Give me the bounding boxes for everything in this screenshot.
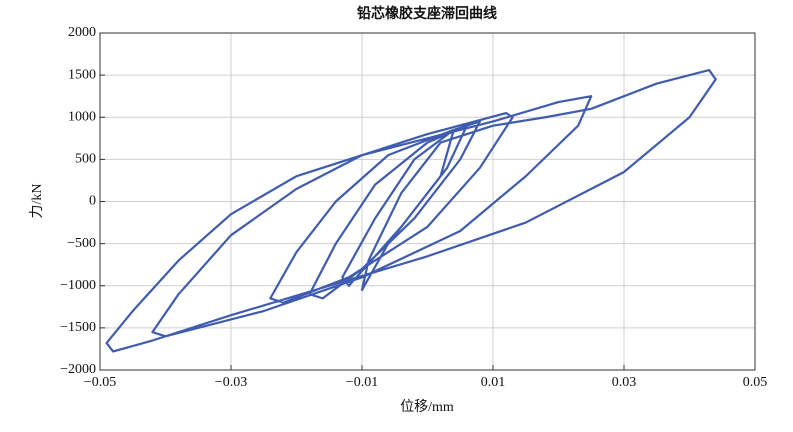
hysteresis-curve [105,68,717,353]
y-tick-label: 2000 [68,25,96,40]
y-tick-label: 500 [75,152,96,167]
y-tick-label: −500 [67,236,96,251]
x-tick-label: 0.01 [481,375,506,390]
y-tick-label: 1000 [68,109,96,124]
chart-title: 铅芯橡胶支座滞回曲线 [356,5,497,22]
y-tick-label: −2000 [60,362,96,377]
y-tick-label: −1000 [60,278,96,293]
x-tick-label: −0.03 [215,375,247,390]
x-tick-label: 0.05 [743,375,768,390]
y-tick-label: 0 [89,194,96,209]
plot-frame [99,32,756,371]
x-tick-label: −0.05 [84,375,116,390]
x-tick-label: −0.01 [346,375,378,390]
x-axis-label: 位移/mm [400,399,454,415]
x-tick-label: 0.03 [612,375,637,390]
y-axis-label: 力/kN [29,184,45,219]
y-tick-label: −1500 [60,320,96,335]
y-tick-label: 1500 [68,67,96,82]
